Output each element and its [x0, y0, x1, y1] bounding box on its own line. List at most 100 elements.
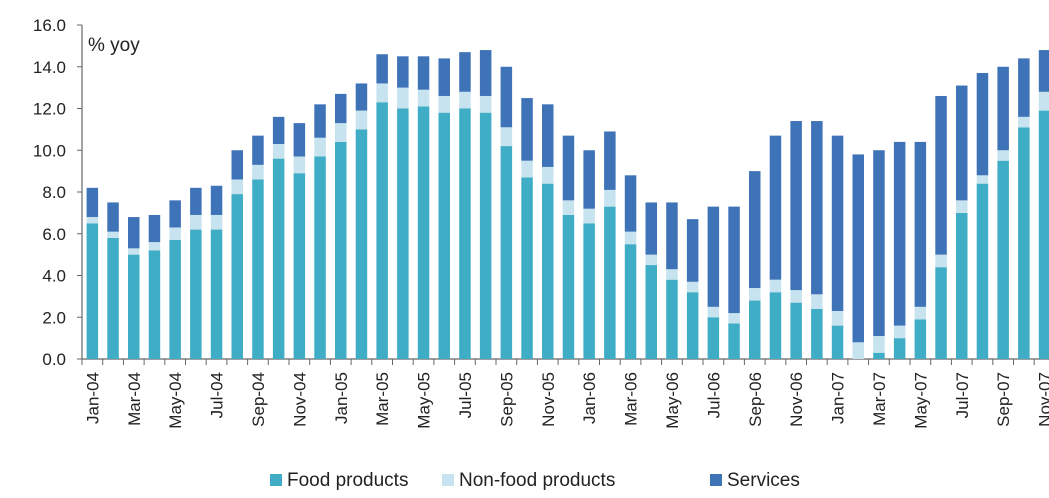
- bar-segment-food-products: [521, 177, 533, 359]
- bar-segment-services: [169, 200, 181, 228]
- bar-segment-services: [459, 52, 471, 92]
- bar-segment-services: [521, 98, 533, 161]
- bar-segment-non-food-products: [190, 214, 202, 230]
- bar-segment-non-food-products: [335, 123, 347, 142]
- legend-label: Services: [727, 470, 800, 491]
- bar-segment-services: [272, 116, 285, 144]
- bar-segment-non-food-products: [438, 95, 450, 113]
- x-tick-label: Jan-04: [83, 372, 102, 424]
- bar-segment-non-food-products: [376, 83, 388, 103]
- bar-segment-non-food-products: [852, 342, 864, 359]
- bar-segment-services: [707, 206, 720, 307]
- bar-segment-non-food-products: [583, 208, 595, 224]
- bar-segment-food-products: [293, 173, 306, 359]
- bar-segment-food-products: [500, 146, 513, 359]
- bar-segment-services: [190, 187, 202, 215]
- legend: Food products Non-food products Services: [270, 470, 800, 491]
- bar-segment-non-food-products: [997, 150, 1009, 161]
- bar-segment-non-food-products: [107, 231, 119, 238]
- bar-segment-services: [1018, 58, 1030, 117]
- bar-segment-food-products: [935, 267, 947, 359]
- bar-segment-food-products: [645, 265, 657, 359]
- x-tick-label: May-06: [663, 372, 682, 429]
- bar-segment-services: [624, 175, 637, 232]
- bar-segment-services: [376, 54, 388, 84]
- bar-segment-services: [397, 56, 409, 88]
- legend-swatch: [442, 474, 454, 486]
- bar-segment-food-products: [438, 112, 450, 359]
- bar-segment-non-food-products: [355, 110, 368, 130]
- bar-segment-non-food-products: [459, 91, 471, 109]
- x-tick-label: Mar-06: [622, 372, 641, 426]
- bar-segment-services: [500, 66, 513, 128]
- x-tick-label: May-04: [166, 372, 185, 429]
- y-tick-labels: 0.0 2.0 4.0 6.0 8.0 10.0 12.0 14.0 16.0: [33, 16, 66, 369]
- legend-label: Food products: [287, 470, 408, 491]
- bar-segment-services: [252, 135, 264, 165]
- legend-swatch: [710, 474, 722, 486]
- bar-segment-services: [769, 135, 782, 280]
- y-tick-label: 14.0: [33, 58, 66, 77]
- y-tick-label: 10.0: [33, 141, 66, 160]
- bar-segment-services: [831, 135, 844, 311]
- bar-segment-food-products: [790, 302, 802, 359]
- x-tick-label: Jan-07: [829, 372, 848, 424]
- bar-segment-food-products: [314, 156, 326, 359]
- x-tick-label: Sep-06: [746, 372, 765, 427]
- bar-segment-services: [148, 214, 161, 243]
- bar-segment-non-food-products: [769, 279, 782, 293]
- x-tick-label: Nov-07: [1036, 372, 1049, 427]
- bar-segment-food-products: [976, 183, 989, 359]
- bar-segment-non-food-products: [624, 231, 637, 245]
- bar-segment-food-products: [604, 206, 616, 359]
- bar-segment-services: [128, 217, 140, 249]
- bar-segment-non-food-products: [790, 290, 802, 303]
- bar-segment-food-products: [355, 129, 368, 360]
- bar-segment-services: [562, 135, 575, 201]
- bar-segment-non-food-products: [479, 95, 492, 113]
- bar-segment-services: [749, 171, 761, 289]
- x-tick-label: Jan-06: [580, 372, 599, 424]
- bar-segment-non-food-products: [562, 200, 575, 215]
- bar-segment-non-food-products: [811, 294, 823, 309]
- bar-segment-food-products: [831, 325, 844, 359]
- bar-segment-services: [956, 85, 968, 201]
- x-tick-label: Nov-06: [787, 372, 806, 427]
- bar-segment-food-products: [272, 158, 285, 359]
- bar-segment-non-food-products: [893, 325, 906, 339]
- y-tick-label: 16.0: [33, 16, 66, 35]
- x-tick-label: Mar-05: [373, 372, 392, 426]
- bar-segment-food-products: [728, 323, 740, 359]
- bar-segment-services: [479, 50, 492, 96]
- y-tick-label: 0.0: [42, 350, 66, 369]
- bar-segment-non-food-products: [210, 214, 223, 230]
- bar-segment-food-products: [873, 352, 885, 359]
- y-tick-label: 2.0: [42, 308, 66, 327]
- bar-segment-non-food-products: [148, 242, 161, 251]
- bar-segment-food-products: [376, 102, 388, 360]
- bar-segment-services: [728, 206, 740, 314]
- bar-segment-services: [107, 202, 119, 232]
- bar-segment-food-products: [1038, 110, 1049, 359]
- bar-segment-food-products: [583, 223, 595, 359]
- bar-segment-services: [210, 185, 223, 215]
- bar-segment-non-food-products: [314, 137, 326, 157]
- bar-segment-services: [997, 66, 1009, 151]
- bar-segment-non-food-products: [169, 227, 181, 241]
- bar-segment-food-products: [107, 237, 119, 359]
- bar-segment-food-products: [666, 279, 678, 359]
- bar-segment-food-products: [231, 194, 243, 359]
- x-tick-label: Jul-04: [208, 372, 227, 418]
- bar-segment-food-products: [335, 141, 347, 359]
- y-tick-label: 6.0: [42, 225, 66, 244]
- bar-segment-services: [666, 202, 678, 270]
- bar-segment-non-food-products: [831, 310, 844, 326]
- bar-segment-food-products: [459, 108, 471, 359]
- bar-segment-food-products: [624, 244, 637, 359]
- bar-segment-food-products: [397, 108, 409, 359]
- y-tick-label: 12.0: [33, 100, 66, 119]
- bar-segment-services: [335, 93, 347, 124]
- x-tick-label: Sep-05: [497, 372, 516, 427]
